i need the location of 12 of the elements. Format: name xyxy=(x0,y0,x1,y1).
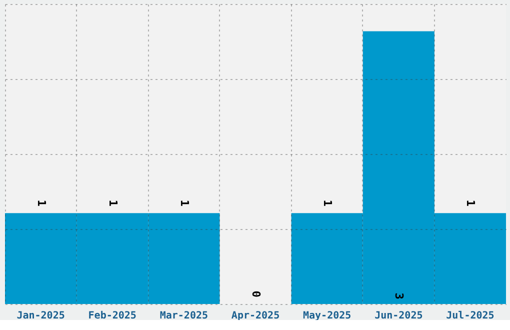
data-label: 1 xyxy=(464,200,478,207)
data-label: 3 xyxy=(392,292,406,300)
data-label: 1 xyxy=(178,200,191,207)
data-label: 0 xyxy=(250,290,262,298)
x-tick-label: Jan-2025 xyxy=(16,310,65,322)
data-label: 1 xyxy=(106,200,120,207)
x-tick-label: Jun-2025 xyxy=(374,310,423,322)
data-label: 1 xyxy=(321,200,334,207)
x-tick-label: Jul-2025 xyxy=(446,310,494,322)
x-tick-label: Mar-2025 xyxy=(160,310,208,322)
data-label: 1 xyxy=(34,200,48,207)
x-tick-label: Feb-2025 xyxy=(88,310,136,322)
